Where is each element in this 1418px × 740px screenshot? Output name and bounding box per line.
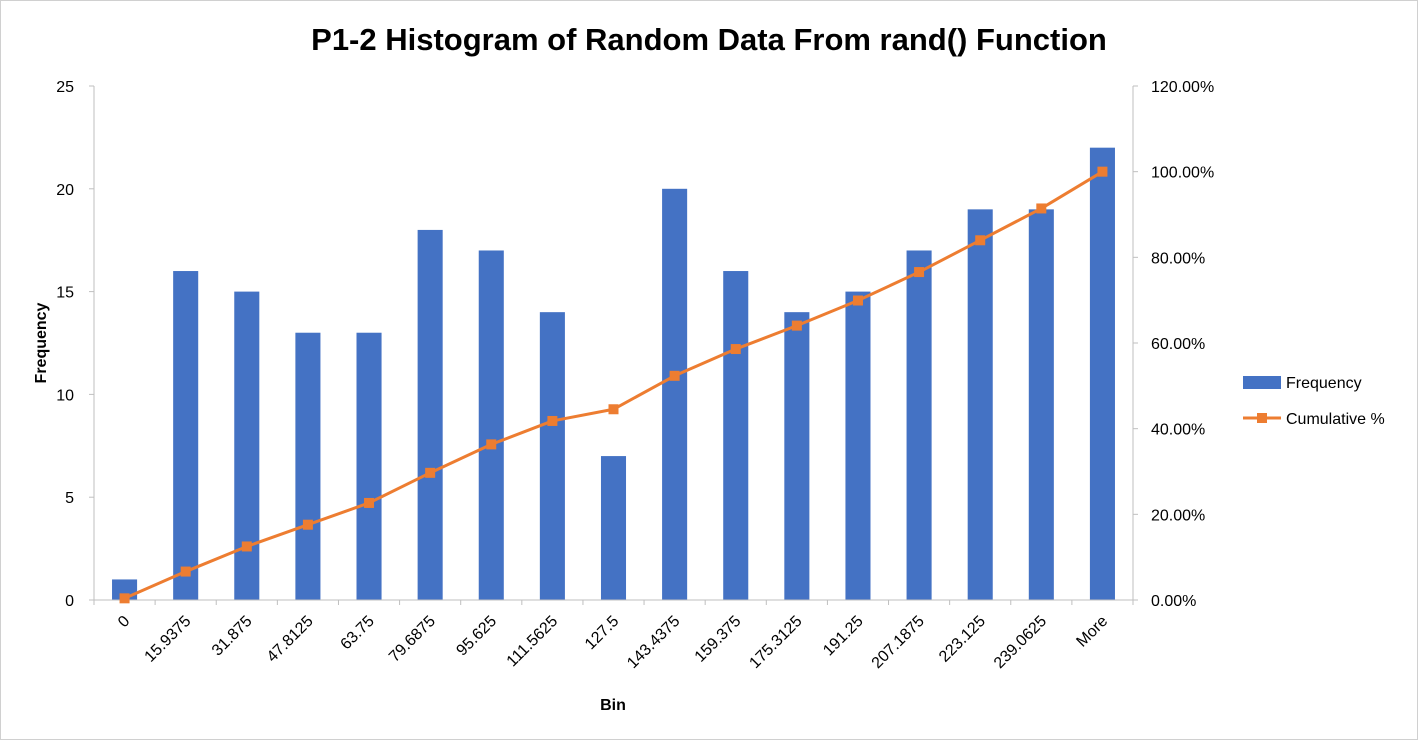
bar-12 (845, 291, 871, 600)
cumulative-point-2 (241, 541, 252, 552)
y2-tick-label-2: 40.00% (1151, 422, 1205, 439)
bar-13 (906, 250, 932, 601)
x-tick-label-8: 127.5 (582, 613, 622, 653)
x-tick-label-10: 159.375 (692, 613, 745, 666)
cumulative-point-7 (547, 415, 558, 426)
cumulative-point-11 (791, 320, 802, 331)
left-axis-ticks: 0 5 10 15 20 25 (56, 79, 94, 610)
y-tick-label-1: 5 (65, 490, 74, 507)
y-axis-title: Frequency (33, 302, 50, 383)
bar-9 (662, 188, 688, 601)
bar-7 (539, 312, 565, 600)
legend: Frequency Cumulative % (1243, 375, 1385, 428)
cumulative-point-4 (364, 497, 375, 508)
y-tick-label-5: 25 (56, 79, 74, 96)
x-axis-title: Bin (600, 697, 626, 714)
y2-tick-label-3: 60.00% (1151, 336, 1205, 353)
bar-14 (967, 209, 993, 601)
x-tick-label-12: 191.25 (820, 613, 867, 660)
y2-tick-label-5: 100.00% (1151, 165, 1214, 182)
x-tick-label-1: 15.9375 (142, 613, 195, 666)
cumulative-point-10 (730, 344, 741, 355)
bar-3 (295, 332, 321, 600)
chart-title: P1-2 Histogram of Random Data From rand(… (311, 22, 1107, 57)
x-tick-label-11: 175.3125 (746, 613, 805, 672)
x-tick-label-9: 143.4375 (624, 613, 683, 672)
cumulative-point-15 (1036, 203, 1047, 214)
x-tick-label-13: 207.1875 (869, 613, 928, 672)
x-axis-ticks: 0 15.9375 31.875 47.8125 63.75 79.6875 95.625 1… (93, 600, 1134, 672)
bar-16 (1089, 147, 1115, 600)
x-tick-label-16: More (1073, 613, 1111, 651)
x-tick-label-0: 0 (115, 613, 133, 631)
cumulative-point-14 (975, 235, 986, 246)
cumulative-line-group (119, 166, 1108, 604)
y2-tick-label-0: 0.00% (1151, 593, 1196, 610)
x-tick-label-15: 239.0625 (991, 613, 1050, 672)
x-tick-label-7: 111.5625 (504, 613, 562, 671)
y2-tick-label-6: 120.00% (1151, 79, 1214, 96)
x-tick-label-14: 223.125 (936, 613, 989, 666)
bar-10 (723, 271, 749, 600)
y2-tick-label-4: 80.00% (1151, 250, 1205, 267)
bar-8 (600, 456, 627, 600)
y-tick-label-3: 15 (56, 285, 74, 302)
cumulative-point-1 (180, 566, 191, 577)
right-axis-ticks: 0.00% 20.00% 40.00% 60.00% 80.00% 100.00% 120.… (1133, 79, 1214, 610)
bar-11 (784, 312, 810, 600)
bars-group (112, 147, 1115, 601)
cumulative-point-16 (1097, 166, 1108, 177)
cumulative-point-6 (486, 439, 497, 450)
bar-6 (478, 250, 504, 601)
bar-2 (234, 291, 260, 600)
x-tick-label-2: 31.875 (209, 613, 256, 660)
y2-tick-label-1: 20.00% (1151, 507, 1205, 524)
cumulative-point-5 (425, 467, 436, 478)
y-tick-label-0: 0 (65, 593, 74, 610)
legend-label-frequency: Frequency (1286, 375, 1362, 392)
cumulative-point-3 (302, 519, 313, 530)
cumulative-point-0 (119, 593, 130, 604)
cumulative-point-12 (852, 295, 863, 306)
legend-label-cumulative: Cumulative % (1286, 411, 1385, 428)
cumulative-point-9 (669, 370, 680, 381)
bar-15 (1028, 209, 1054, 601)
x-tick-label-3: 47.8125 (264, 613, 317, 666)
cumulative-point-13 (914, 267, 925, 278)
cumulative-point-8 (608, 404, 619, 415)
legend-marker-cumulative (1257, 413, 1267, 423)
bar-1 (173, 271, 199, 600)
bar-5 (417, 229, 443, 601)
x-tick-label-4: 63.75 (338, 613, 378, 653)
bar-4 (356, 332, 382, 600)
y-tick-label-2: 10 (56, 387, 74, 404)
x-tick-label-6: 95.625 (453, 613, 500, 660)
x-tick-label-5: 79.6875 (386, 613, 439, 666)
y-tick-label-4: 20 (56, 182, 74, 199)
legend-swatch-frequency (1243, 376, 1281, 389)
